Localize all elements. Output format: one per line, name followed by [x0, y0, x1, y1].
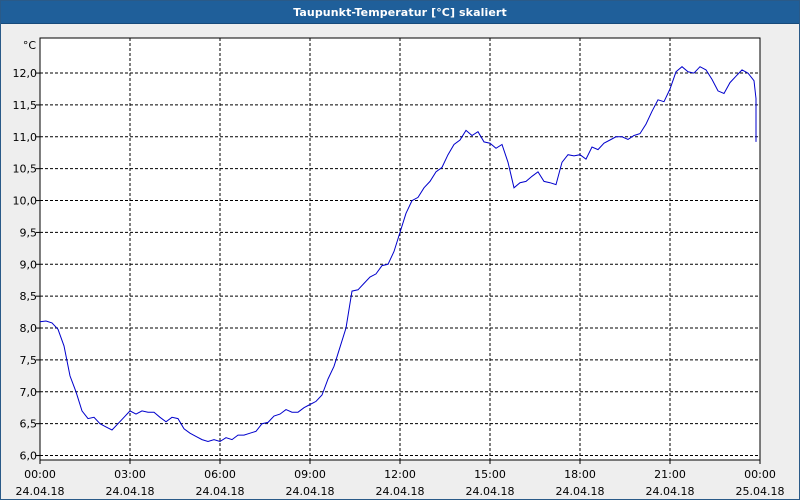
- x-tick-time: 12:00: [384, 468, 416, 481]
- x-tick-date: 24.04.18: [106, 485, 155, 498]
- y-tick-label: 10,0: [13, 195, 38, 208]
- y-tick-label: 9,0: [20, 258, 38, 271]
- grid-lines: [40, 38, 760, 460]
- x-tick-date: 24.04.18: [556, 485, 605, 498]
- x-axis: 00:00 24.04.18 03:00 24.04.18 06:00 24.04.18 0…: [16, 460, 785, 498]
- x-tick-time: 00:00: [24, 468, 56, 481]
- series-line: [39, 66, 757, 443]
- y-tick-label: 7,5: [20, 354, 38, 367]
- series-group: [39, 66, 757, 443]
- x-tick-time: 06:00: [204, 468, 236, 481]
- y-tick-label: 8,0: [20, 322, 38, 335]
- window-title: Taupunkt-Temperatur [°C] skaliert: [1, 1, 799, 24]
- x-tick-time: 03:00: [114, 468, 146, 481]
- y-tick-label: 11,5: [13, 99, 38, 112]
- y-tick-label: 10,5: [13, 163, 38, 176]
- y-axis-label: °C: [23, 39, 37, 52]
- x-tick-time: 15:00: [474, 468, 506, 481]
- x-tick-time: 09:00: [294, 468, 326, 481]
- x-tick-date: 24.04.18: [466, 485, 515, 498]
- x-tick-time: 18:00: [564, 468, 596, 481]
- x-tick-time: 00:00: [744, 468, 776, 481]
- chart: 6,0 6,5 7,0 7,5 8,0 8,5 9,0 9,5 10,0 10,5 11,0 11,5…: [13, 37, 785, 498]
- y-tick-label: 9,5: [20, 226, 38, 239]
- x-tick-time: 21:00: [654, 468, 686, 481]
- y-axis: 6,0 6,5 7,0 7,5 8,0 8,5 9,0 9,5 10,0 10,5 11,0 11,5…: [13, 67, 40, 463]
- x-tick-date: 24.04.18: [646, 485, 695, 498]
- x-tick-date: 24.04.18: [196, 485, 245, 498]
- y-tick-label: 6,0: [20, 450, 38, 463]
- x-tick-date: 24.04.18: [286, 485, 335, 498]
- y-tick-label: 8,5: [20, 290, 38, 303]
- y-tick-label: 6,5: [20, 418, 38, 431]
- x-tick-date: 24.04.18: [376, 485, 425, 498]
- x-tick-date: 24.04.18: [16, 485, 65, 498]
- y-tick-label: 7,0: [20, 386, 38, 399]
- y-tick-label: 11,0: [13, 131, 38, 144]
- y-tick-label: 12,0: [13, 67, 38, 80]
- x-tick-date: 25.04.18: [736, 485, 785, 498]
